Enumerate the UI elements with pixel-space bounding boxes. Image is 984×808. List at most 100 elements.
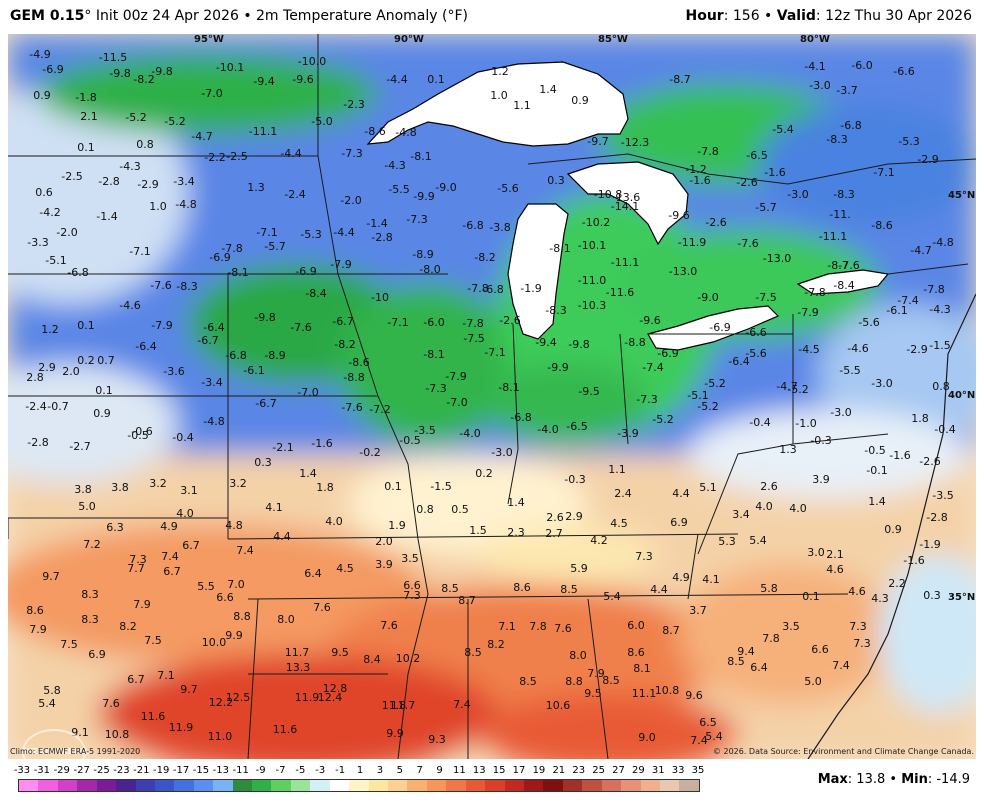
- legend-tick: -29: [53, 765, 70, 776]
- anomaly-value: 9.5: [331, 646, 349, 659]
- anomaly-value: -9.8: [109, 67, 131, 80]
- anomaly-value: -1.4: [96, 210, 118, 223]
- anomaly-value: -5.7: [264, 240, 286, 253]
- anomaly-value: -2.0: [56, 226, 78, 239]
- anomaly-value: 5.4: [705, 730, 723, 743]
- anomaly-value: 4.4: [650, 583, 668, 596]
- anomaly-value: 4.5: [610, 517, 628, 530]
- anomaly-value: 0.8: [932, 380, 950, 393]
- anomaly-value: -3.3: [27, 236, 49, 249]
- legend-tick-labels: -33 -31 -29 -27 -25 -23 -21 -19 -17 -15 -13 -11 -9 -7…: [14, 765, 705, 779]
- anomaly-value: -0.3: [564, 473, 586, 486]
- anomaly-value: 7.7: [127, 562, 145, 575]
- anomaly-value: -11.1: [610, 256, 640, 269]
- anomaly-value: -1.5: [430, 480, 452, 493]
- legend-swatch: [407, 780, 427, 791]
- anomaly-value: 13.6: [615, 191, 641, 204]
- anomaly-value: 1.4: [539, 83, 557, 96]
- anomaly-value: -3.8: [489, 221, 511, 234]
- legend-swatch: [465, 780, 486, 791]
- anomaly-value: 0.3: [547, 174, 565, 187]
- anomaly-value: -7.3: [406, 213, 428, 226]
- anomaly-value: -6.9: [709, 321, 731, 334]
- init-info: ° Init 00z 24 Apr 2026 • 2m Temperature …: [84, 8, 468, 24]
- map-title: GEM 0.15° Init 00z 24 Apr 2026 • 2m Temp…: [10, 8, 468, 24]
- anomaly-value: -8.1: [498, 381, 520, 394]
- anomaly-value: 4.5: [336, 562, 354, 575]
- anomaly-value: -8.2: [133, 73, 155, 86]
- anomaly-value: 13.3: [285, 661, 311, 674]
- anomaly-value: -0.5: [127, 429, 149, 442]
- anomaly-value: -6.9: [209, 251, 231, 264]
- legend-swatch: [329, 780, 350, 791]
- anomaly-value: -3.0: [809, 79, 831, 92]
- anomaly-value: -1.6: [764, 166, 786, 179]
- anomaly-value: -6.8: [462, 219, 484, 232]
- anomaly-value: -8.9: [264, 349, 286, 362]
- anomaly-value: -7.6: [341, 401, 363, 414]
- lake-ontario: [796, 269, 890, 295]
- anomaly-value: -7.0: [297, 386, 319, 399]
- anomaly-value: 7.4: [832, 659, 850, 672]
- anomaly-value: 8.3: [81, 588, 99, 601]
- anomaly-value: 6.4: [750, 661, 768, 674]
- legend-tick: -9: [255, 765, 266, 776]
- legend-tick: 9: [436, 765, 443, 776]
- anomaly-value: -5.3: [898, 135, 920, 148]
- anomaly-value: -7.2: [369, 403, 391, 416]
- legend-tick: 29: [631, 765, 645, 776]
- anomaly-value: -3.4: [201, 376, 223, 389]
- anomaly-value: 7.9: [133, 598, 151, 611]
- anomaly-value: -8.3: [826, 133, 848, 146]
- anomaly-value: -6.1: [886, 304, 908, 317]
- anomaly-value: -3.5: [932, 489, 954, 502]
- min-value: : -14.9: [927, 772, 970, 787]
- anomaly-value: -4.3: [119, 160, 141, 173]
- anomaly-value: 8.5: [441, 582, 459, 595]
- anomaly-value: -9.9: [413, 190, 435, 203]
- anomaly-value: 0.9: [93, 407, 111, 420]
- legend-tick: 19: [532, 765, 546, 776]
- anomaly-value: 6.9: [670, 516, 688, 529]
- anomaly-value: 8.5: [727, 655, 745, 668]
- legend-tick: 15: [492, 765, 506, 776]
- anomaly-value: -11.: [829, 208, 851, 221]
- anomaly-value: -2.5: [61, 170, 83, 183]
- legend-swatch: [426, 780, 447, 791]
- anomaly-value: 8.5: [464, 646, 482, 659]
- anomaly-value: -2.8: [371, 231, 393, 244]
- anomaly-value: 1.8: [316, 481, 334, 494]
- anomaly-value: 12.8: [322, 682, 348, 695]
- anomaly-value: -8.3: [833, 188, 855, 201]
- legend-tick: -21: [133, 765, 150, 776]
- legend-swatch: [252, 780, 272, 791]
- anomaly-value: 9.6: [685, 689, 703, 702]
- anomaly-value: 4.3: [871, 592, 889, 605]
- legend-swatch: [290, 780, 311, 791]
- anomaly-value: -4.8: [395, 126, 417, 139]
- anomaly-value: 3.9: [375, 558, 393, 571]
- anomaly-value: 0.1: [77, 319, 95, 332]
- legend-tick: 35: [691, 765, 705, 776]
- legend-swatch: [271, 780, 291, 791]
- min-label: Min: [901, 772, 928, 787]
- anomaly-value: -9.4: [535, 336, 557, 349]
- anomaly-value: 6.7: [127, 673, 145, 686]
- anomaly-value: -2.1: [272, 441, 294, 454]
- anomaly-value: 8.5: [602, 674, 620, 687]
- anomaly-value: 2.3: [507, 526, 525, 539]
- anomaly-value: 7.3: [635, 550, 653, 563]
- anomaly-value: -1.9: [520, 282, 542, 295]
- anomaly-value: 9.4: [737, 645, 755, 658]
- anomaly-value: 2.8: [26, 371, 44, 384]
- anomaly-value: -6.8: [67, 266, 89, 279]
- anomaly-value: 8.2: [119, 620, 137, 633]
- anomaly-value: -0.4: [749, 416, 771, 429]
- anomaly-value: -1.6: [311, 437, 333, 450]
- legend-swatch: [446, 780, 466, 791]
- anomaly-value: 7.8: [529, 620, 547, 633]
- anomaly-value: -5.6: [497, 182, 519, 195]
- legend-tick: -25: [93, 765, 110, 776]
- lon-label-85w: 85°W: [598, 34, 628, 45]
- legend-swatch: [349, 780, 369, 791]
